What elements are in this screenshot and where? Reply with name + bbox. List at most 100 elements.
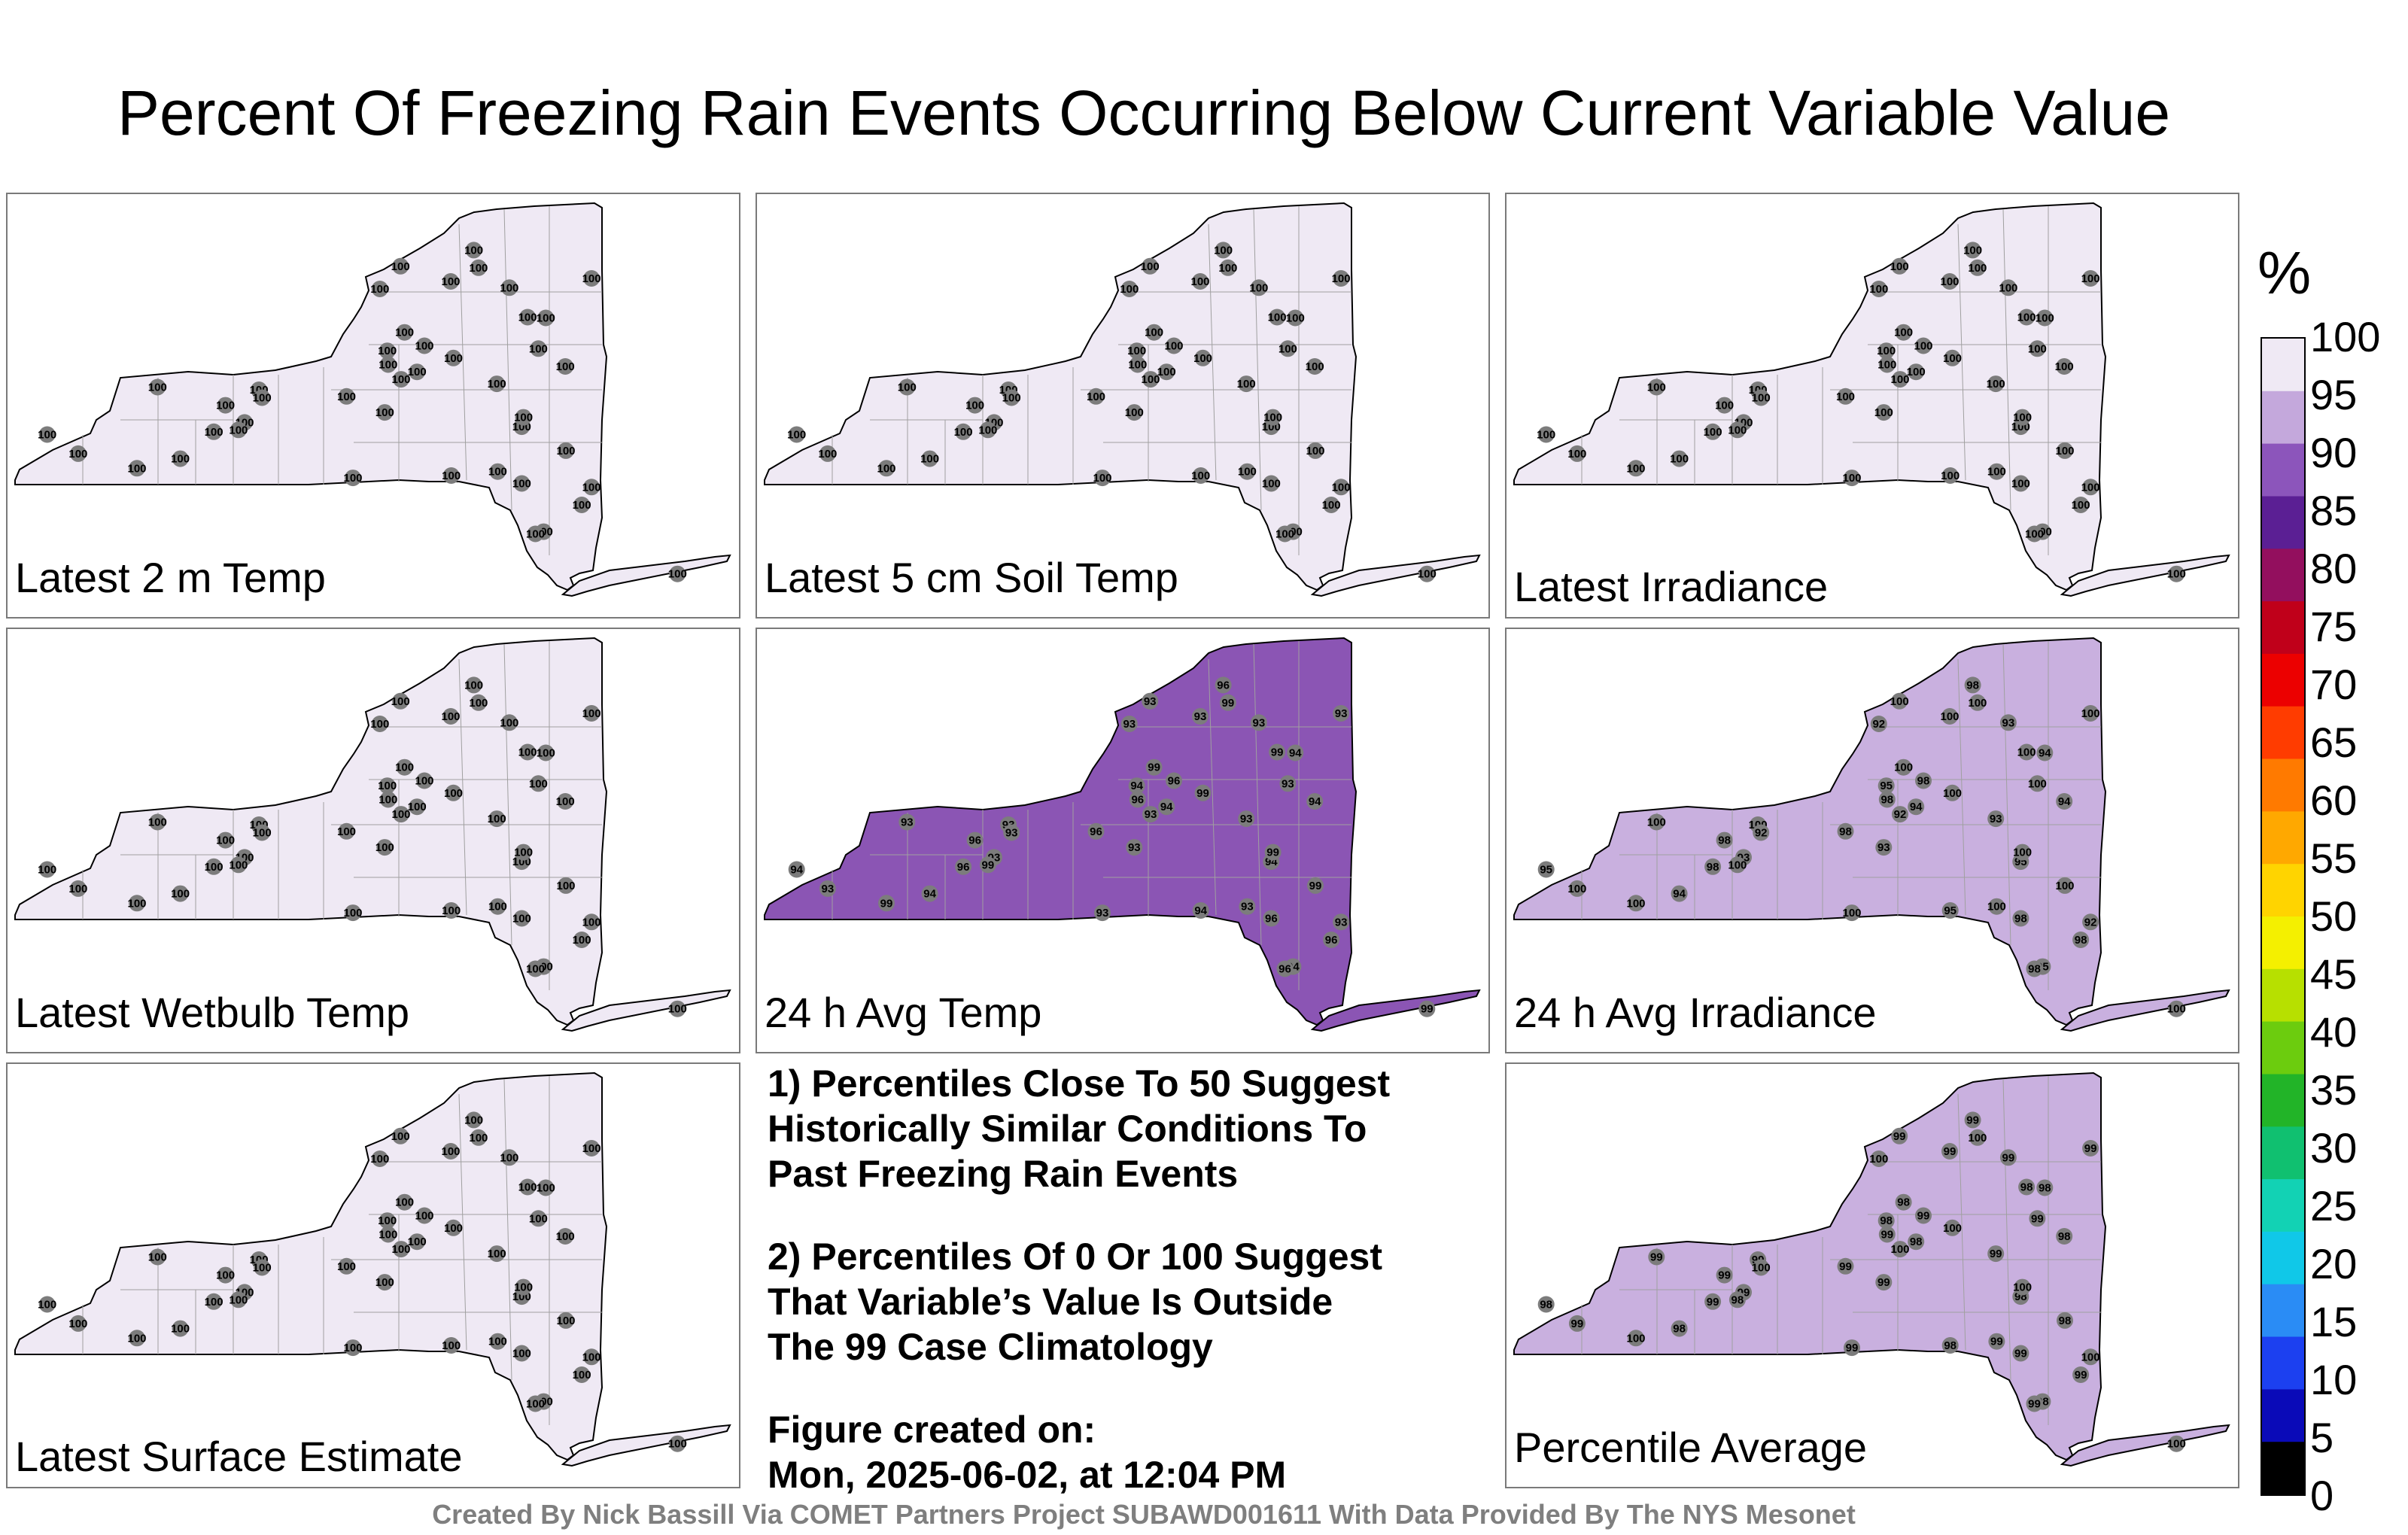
station-dot: [465, 676, 482, 694]
panel-label: Latest Wetbulb Temp: [15, 989, 410, 1036]
colorbar-tick-label: 15: [2310, 1298, 2358, 1345]
station-dot: [1142, 806, 1159, 823]
station-value: 100: [441, 710, 460, 723]
station-value: 99: [1839, 1260, 1852, 1273]
station-value: 100: [337, 391, 356, 403]
station-value: 94: [923, 888, 936, 901]
station-dot: [38, 1296, 56, 1313]
station-dot: [2026, 525, 2043, 543]
station-dot: [1892, 806, 1908, 823]
station-value: 100: [469, 262, 488, 275]
station-value: 100: [582, 481, 601, 494]
station-dot: [788, 861, 805, 878]
station-value: 99: [2084, 1142, 2097, 1155]
station-value: 100: [526, 963, 545, 976]
station-value: 98: [1897, 1196, 1910, 1209]
station-dot: [2036, 1179, 2054, 1196]
station-value: 98: [2028, 963, 2041, 976]
station-dot: [416, 337, 433, 354]
station-dot: [379, 791, 397, 808]
station-value: 100: [526, 1398, 545, 1411]
station-dot: [519, 1178, 537, 1196]
station-value: 93: [1128, 841, 1141, 854]
station-value: 100: [1306, 360, 1324, 373]
station-dot: [2026, 960, 2043, 977]
station-value: 92: [1894, 808, 1907, 821]
station-dot: [1250, 714, 1267, 731]
colorbar-band: [2262, 1126, 2304, 1181]
station-value: 100: [1963, 244, 1982, 257]
station-dot: [1877, 777, 1895, 795]
station-dot: [2168, 1435, 2185, 1452]
station-dot: [1915, 337, 1932, 354]
station-dot: [1671, 1320, 1688, 1337]
station-value: 100: [1332, 272, 1351, 285]
station-value: 100: [391, 695, 410, 708]
station-value: 100: [1193, 352, 1212, 365]
station-dot: [1166, 337, 1182, 354]
county-line: [1208, 658, 1217, 916]
county-line: [503, 643, 512, 946]
station-dot: [445, 349, 462, 366]
station-dot: [2018, 309, 2036, 326]
station-value: 100: [1968, 697, 1987, 710]
station-dot: [396, 758, 413, 776]
station-value: 100: [2017, 312, 2036, 324]
station-dot: [1250, 279, 1267, 296]
station-value: 100: [1877, 345, 1896, 357]
station-dot: [583, 1140, 600, 1157]
station-value: 100: [1190, 275, 1209, 288]
colorbar-band: [2262, 653, 2304, 707]
station-dot: [1908, 798, 1925, 816]
station-value: 98: [1917, 775, 1930, 788]
station-value: 100: [1141, 260, 1160, 273]
station-dot: [583, 479, 600, 496]
station-dot: [230, 856, 247, 874]
station-value: 94: [2039, 747, 2051, 760]
station-value: 100: [229, 1293, 248, 1306]
station-value: 99: [1421, 1003, 1434, 1016]
colorbar-tick-label: 0: [2310, 1472, 2334, 1519]
station-dot: [513, 1345, 531, 1362]
station-value: 100: [1941, 470, 1960, 482]
colorbar-band: [2262, 1442, 2304, 1494]
station-dot: [1269, 743, 1286, 761]
station-value: 100: [500, 281, 518, 294]
station-value: 100: [2036, 312, 2054, 325]
ny-map: 1009598100939410098921001009598100939410…: [1513, 637, 2230, 1032]
station-value: 100: [379, 359, 397, 372]
station-dot: [515, 1278, 532, 1296]
station-value: 100: [518, 746, 537, 759]
station-dot: [409, 363, 426, 381]
station-value: 100: [1894, 327, 1913, 339]
station-dot: [445, 1219, 462, 1236]
station-dot: [1276, 960, 1294, 977]
station-dot: [1941, 1337, 1959, 1354]
station-value: 100: [1093, 472, 1111, 485]
station-value: 100: [898, 381, 917, 394]
station-value: 98: [2058, 1230, 2071, 1243]
station-value: 100: [787, 429, 806, 442]
colorbar-tick-label: 95: [2310, 371, 2358, 418]
station-value: 96: [957, 861, 970, 874]
station-value: 100: [1278, 342, 1297, 355]
station-dot: [898, 378, 916, 396]
station-dot: [2029, 775, 2046, 792]
station-value: 98: [1718, 834, 1731, 847]
station-dot: [489, 463, 506, 480]
station-dot: [409, 1233, 426, 1251]
station-dot: [371, 1150, 388, 1167]
station-value: 100: [1647, 816, 1666, 829]
station-dot: [1219, 259, 1236, 276]
station-value: 100: [1306, 445, 1324, 457]
station-value: 100: [1237, 378, 1256, 391]
station-dot: [669, 1000, 686, 1017]
note-2: 2) Percentiles Of 0 Or 100 Suggest That …: [768, 1236, 1382, 1368]
station-dot: [1166, 772, 1182, 789]
colorbar-gradient: [2262, 339, 2304, 1494]
station-dot: [1537, 426, 1555, 443]
station-value: 100: [2013, 412, 2032, 424]
station-dot: [172, 450, 189, 467]
long-island: [2060, 1424, 2230, 1467]
station-value: 100: [2013, 1281, 2032, 1294]
